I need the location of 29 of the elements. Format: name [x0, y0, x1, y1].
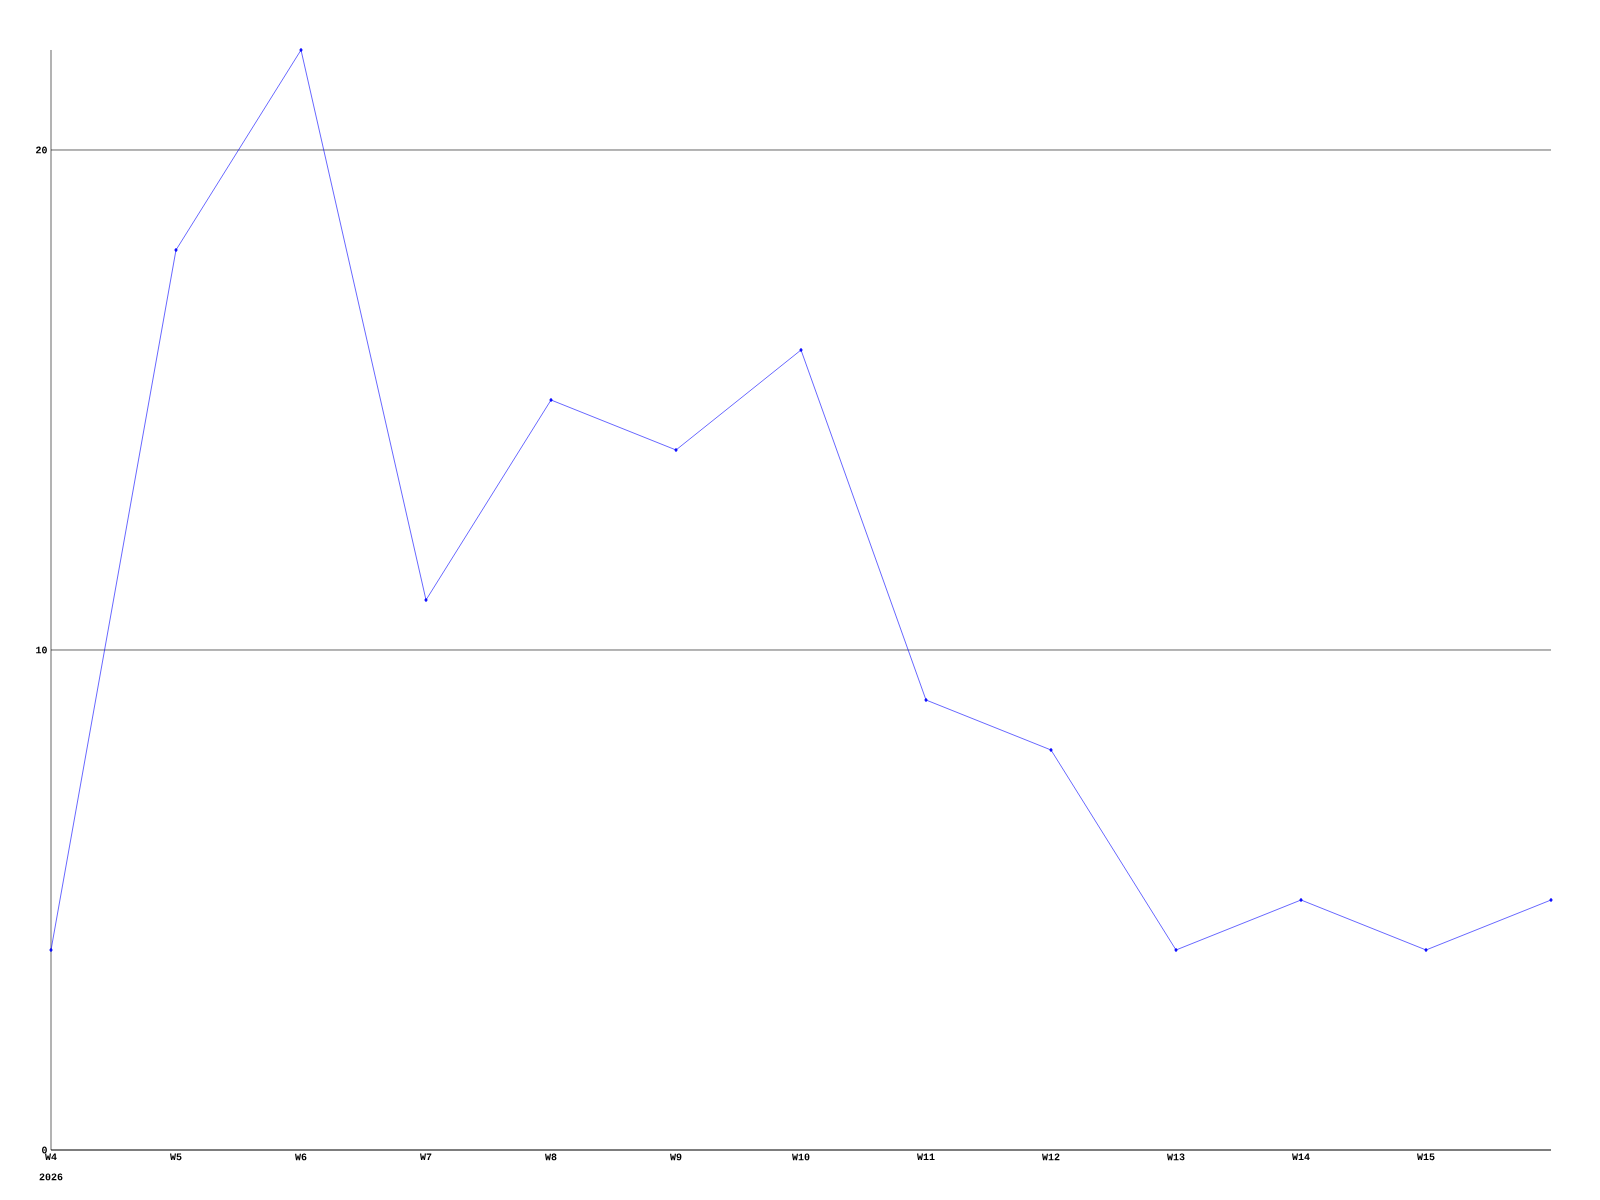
x-tick-label: W11 — [917, 1153, 935, 1161]
y-tick-label: 20 — [36, 146, 47, 154]
point — [674, 447, 678, 453]
x-tick-label: W8 — [545, 1153, 557, 1161]
x-tick-label: W7 — [420, 1153, 432, 1161]
point — [174, 247, 178, 253]
point — [799, 347, 803, 353]
point — [424, 597, 428, 603]
x-tick-label: W4 — [45, 1153, 57, 1161]
point — [924, 697, 928, 703]
point — [1299, 897, 1303, 903]
y-tick-label: 10 — [36, 646, 47, 654]
text: 2026 — [39, 1173, 63, 1181]
point — [1174, 947, 1178, 953]
point — [549, 397, 553, 403]
x-tick-label: W5 — [170, 1153, 182, 1161]
point — [1424, 947, 1428, 953]
point — [299, 47, 303, 53]
point — [49, 947, 53, 953]
point — [1549, 897, 1553, 903]
point — [1049, 747, 1053, 753]
y-tick-label: 0 — [42, 1146, 47, 1154]
x-tick-label: W12 — [1042, 1153, 1060, 1161]
x-tick-label: W14 — [1292, 1153, 1310, 1161]
x-tick-label: W9 — [670, 1153, 682, 1161]
x-tick-label: W15 — [1417, 1153, 1435, 1161]
x-tick-label: W6 — [295, 1153, 307, 1161]
x-tick-label: W13 — [1167, 1153, 1185, 1161]
x-tick-label: W10 — [792, 1153, 810, 1161]
